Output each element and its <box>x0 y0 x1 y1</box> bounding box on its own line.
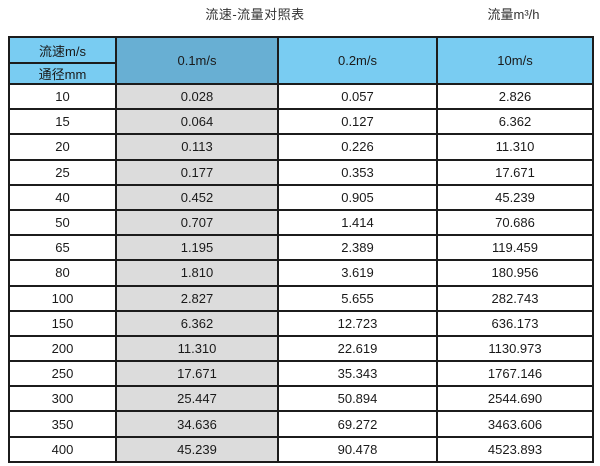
diameter-cell: 25 <box>8 158 117 186</box>
table-row: 50 0.707 1.414 70.686 <box>8 208 594 237</box>
table-row: 150 6.362 12.723 636.173 <box>8 309 594 337</box>
flow-value-cell: 0.707 <box>115 208 279 237</box>
flow-value-cell: 25.447 <box>115 385 279 413</box>
flow-value-cell: 282.743 <box>436 284 594 312</box>
flow-value-cell: 35.343 <box>277 360 438 388</box>
diameter-cell: 65 <box>8 234 117 262</box>
flow-value-cell: 3.619 <box>277 259 438 287</box>
flow-value-cell: 1767.146 <box>436 360 594 388</box>
flow-value-cell: 5.655 <box>277 284 438 312</box>
flow-value-cell: 2.827 <box>115 284 279 312</box>
table-row: 350 34.636 69.272 3463.606 <box>8 410 594 438</box>
table-header: 流速m/s 0.1m/s 0.2m/s 10m/s 通径mm <box>8 36 594 85</box>
column-header-0.1ms: 0.1m/s <box>115 36 279 85</box>
flow-value-cell: 11.310 <box>115 334 279 363</box>
flow-value-cell: 12.723 <box>277 309 438 337</box>
flow-value-cell: 4523.893 <box>436 435 594 463</box>
table-row: 65 1.195 2.389 119.459 <box>8 234 594 262</box>
flow-value-cell: 11.310 <box>436 133 594 161</box>
diameter-cell: 80 <box>8 259 117 287</box>
diameter-cell: 10 <box>8 82 117 111</box>
flow-value-cell: 1.195 <box>115 234 279 262</box>
flow-value-cell: 3463.606 <box>436 410 594 438</box>
diameter-cell: 300 <box>8 385 117 413</box>
flow-value-cell: 34.636 <box>115 410 279 438</box>
flow-value-cell: 636.173 <box>436 309 594 337</box>
flow-value-cell: 1.414 <box>277 208 438 237</box>
flow-value-cell: 119.459 <box>436 234 594 262</box>
flow-value-cell: 90.478 <box>277 435 438 463</box>
diameter-cell: 250 <box>8 360 117 388</box>
table-body: 10 0.028 0.057 2.826 15 0.064 0.127 6.362 20 0.11… <box>8 82 594 463</box>
page-title: 流速-流量对照表 <box>205 7 305 22</box>
flow-value-cell: 22.619 <box>277 334 438 363</box>
diameter-cell: 50 <box>8 208 117 237</box>
flow-value-cell: 1130.973 <box>436 334 594 363</box>
flow-value-cell: 0.353 <box>277 158 438 186</box>
flow-value-cell: 70.686 <box>436 208 594 237</box>
flow-value-cell: 6.362 <box>436 108 594 136</box>
diameter-cell: 15 <box>8 108 117 136</box>
column-header-0.2ms: 0.2m/s <box>277 36 438 85</box>
flow-value-cell: 45.239 <box>115 435 279 463</box>
table-row: 400 45.239 90.478 4523.893 <box>8 435 594 463</box>
table-row: 20 0.113 0.226 11.310 <box>8 133 594 161</box>
table-row: 40 0.452 0.905 45.239 <box>8 183 594 211</box>
flow-value-cell: 0.177 <box>115 158 279 186</box>
flow-value-cell: 2.826 <box>436 82 594 111</box>
diameter-cell: 40 <box>8 183 117 211</box>
diameter-cell: 150 <box>8 309 117 337</box>
flow-value-cell: 17.671 <box>436 158 594 186</box>
flow-value-cell: 1.810 <box>115 259 279 287</box>
flow-value-cell: 0.057 <box>277 82 438 111</box>
flow-value-cell: 45.239 <box>436 183 594 211</box>
flow-value-cell: 0.905 <box>277 183 438 211</box>
flow-value-cell: 0.452 <box>115 183 279 211</box>
table-row: 100 2.827 5.655 282.743 <box>8 284 594 312</box>
flow-value-cell: 69.272 <box>277 410 438 438</box>
table-row: 10 0.028 0.057 2.826 <box>8 82 594 111</box>
corner-flow-speed-label: 流速m/s <box>8 36 117 64</box>
flow-value-cell: 0.226 <box>277 133 438 161</box>
table-row: 200 11.310 22.619 1130.973 <box>8 334 594 363</box>
column-header-10ms: 10m/s <box>436 36 594 85</box>
table-row: 25 0.177 0.353 17.671 <box>8 158 594 186</box>
flow-value-cell: 2.389 <box>277 234 438 262</box>
table-row: 250 17.671 35.343 1767.146 <box>8 360 594 388</box>
flow-value-cell: 0.113 <box>115 133 279 161</box>
flow-unit-label: 流量m³/h <box>487 7 540 22</box>
flow-value-cell: 180.956 <box>436 259 594 287</box>
header-row-bottom: 通径mm <box>8 62 593 85</box>
table-row: 15 0.064 0.127 6.362 <box>8 108 594 136</box>
flow-value-cell: 2544.690 <box>436 385 594 413</box>
diameter-cell: 350 <box>8 410 117 438</box>
flow-value-cell: 6.362 <box>115 309 279 337</box>
table-row: 80 1.810 3.619 180.956 <box>8 259 594 287</box>
diameter-cell: 400 <box>8 435 117 463</box>
corner-diameter-label: 通径mm <box>8 62 117 85</box>
diameter-cell: 100 <box>8 284 117 312</box>
flow-value-cell: 17.671 <box>115 360 279 388</box>
flow-value-cell: 0.127 <box>277 108 438 136</box>
table-row: 300 25.447 50.894 2544.690 <box>8 385 594 413</box>
flow-value-cell: 0.028 <box>115 82 279 111</box>
diameter-cell: 200 <box>8 334 117 363</box>
flow-value-cell: 50.894 <box>277 385 438 413</box>
flow-value-cell: 0.064 <box>115 108 279 136</box>
diameter-cell: 20 <box>8 133 117 161</box>
flow-comparison-table: 流速m/s 0.1m/s 0.2m/s 10m/s 通径mm 10 0.028 0.… <box>8 36 594 463</box>
header-row-top: 流速m/s 0.1m/s 0.2m/s 10m/s <box>8 36 594 85</box>
